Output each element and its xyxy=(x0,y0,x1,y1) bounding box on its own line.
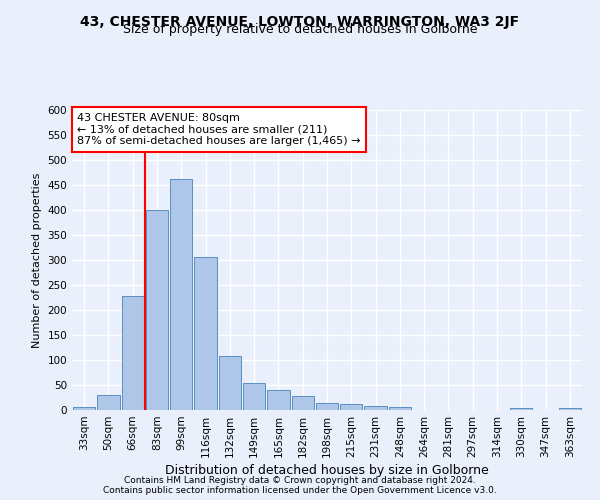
Bar xyxy=(73,406,95,410)
Bar xyxy=(292,396,314,410)
Text: 43, CHESTER AVENUE, LOWTON, WARRINGTON, WA3 2JF: 43, CHESTER AVENUE, LOWTON, WARRINGTON, … xyxy=(80,15,520,29)
Bar xyxy=(510,408,532,410)
Bar xyxy=(122,296,144,410)
Bar xyxy=(389,406,411,410)
Bar xyxy=(243,382,265,410)
Bar xyxy=(194,256,217,410)
Bar xyxy=(97,394,119,410)
Bar xyxy=(316,403,338,410)
Text: Size of property relative to detached houses in Golborne: Size of property relative to detached ho… xyxy=(123,22,477,36)
X-axis label: Distribution of detached houses by size in Golborne: Distribution of detached houses by size … xyxy=(165,464,489,477)
Bar xyxy=(364,406,387,410)
Bar xyxy=(146,210,168,410)
Bar xyxy=(170,178,193,410)
Bar xyxy=(559,408,581,410)
Text: Contains HM Land Registry data © Crown copyright and database right 2024.
Contai: Contains HM Land Registry data © Crown c… xyxy=(103,476,497,495)
Bar xyxy=(340,404,362,410)
Bar xyxy=(267,390,290,410)
Y-axis label: Number of detached properties: Number of detached properties xyxy=(32,172,42,348)
Text: 43 CHESTER AVENUE: 80sqm
← 13% of detached houses are smaller (211)
87% of semi-: 43 CHESTER AVENUE: 80sqm ← 13% of detach… xyxy=(77,113,361,146)
Bar xyxy=(218,356,241,410)
